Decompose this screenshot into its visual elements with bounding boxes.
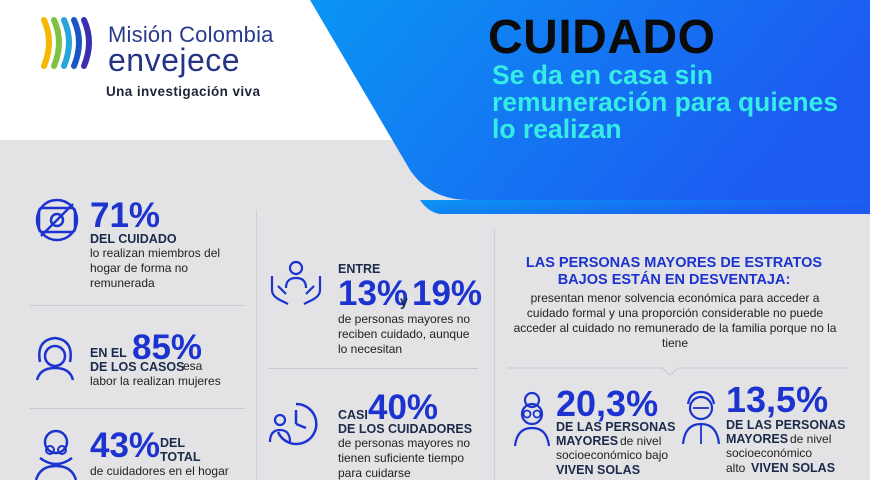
- stat-40-pre: CASI: [338, 408, 368, 422]
- stat-13-5-line-3: socioeconómico: [726, 446, 813, 460]
- stat-20-label-1: DE LAS PERSONAS: [556, 420, 676, 434]
- divider: [30, 408, 245, 409]
- disadvantage-body: presentan menor solvencia económica para…: [513, 291, 837, 350]
- stat-13-19-joiner: y: [400, 293, 408, 309]
- stat-85-text: labor la realizan mujeres: [90, 374, 221, 388]
- stat-71-value: 71%: [90, 196, 161, 235]
- stat-13-5-label-2: MAYORES: [726, 432, 789, 446]
- stat-13-5-label-1: DE LAS PERSONAS: [726, 418, 846, 432]
- stat-40-text: de personas mayores no tienen suficiente…: [338, 436, 471, 480]
- elderly-man-icon: [681, 390, 721, 444]
- stat-71-text: lo realizan miembros del hogar de forma …: [90, 246, 221, 290]
- elderly-person-icon: [34, 429, 78, 480]
- stat-85-inline: esa: [183, 359, 203, 373]
- stat-13-5-value: 13,5%: [726, 379, 829, 420]
- stat-13-5-tail: de nivel: [790, 432, 832, 446]
- caring-hands-icon: [270, 260, 322, 305]
- elderly-woman-icon: [513, 391, 551, 446]
- stat-13-5-line-4b: VIVEN SOLAS: [751, 461, 836, 475]
- stat-20-line-3: socioeconómico bajo: [556, 448, 669, 462]
- stat-43-value: 43%: [90, 426, 161, 465]
- stat-85-label: DE LOS CASOS: [90, 360, 185, 374]
- stat-43-label: DEL TOTAL: [160, 436, 201, 464]
- pointer-divider: [508, 367, 848, 376]
- stat-13-value: 13%: [338, 274, 409, 313]
- divider: [30, 305, 245, 306]
- logo-tagline: Una investigación viva: [106, 84, 261, 99]
- stat-85-pre: EN EL: [90, 346, 127, 360]
- page-title: CUIDADO: [488, 11, 716, 64]
- stat-71-label: DEL CUIDADO: [90, 232, 177, 246]
- column-divider: [494, 228, 495, 480]
- disadvantage-heading: LAS PERSONAS MAYORES DE ESTRATOS BAJOS E…: [525, 255, 823, 288]
- divider: [268, 368, 478, 369]
- page-subtitle: Se da en casa sin remuneración para quie…: [492, 60, 839, 144]
- clock-person-icon: [268, 402, 318, 446]
- stat-20-line-4: VIVEN SOLAS: [556, 463, 641, 477]
- stat-13-19-pre: ENTRE: [338, 262, 381, 276]
- stat-13-19-text: de personas mayores no reciben cuidado, …: [338, 312, 471, 356]
- stat-85-value: 85%: [132, 328, 203, 367]
- logo-line-2: envejece: [108, 42, 241, 78]
- stat-20-label-2: MAYORES: [556, 434, 619, 448]
- stat-43-text: de cuidadores en el hogar: [90, 464, 229, 478]
- stat-13-5-line-4a: alto: [726, 461, 746, 475]
- logo-mark-icon: [41, 17, 92, 69]
- stat-40-label: DE LOS CUIDADORES: [338, 422, 473, 436]
- woman-icon: [35, 336, 75, 381]
- logo-line-1: Misión Colombia: [108, 22, 274, 47]
- stat-40-value: 40%: [368, 388, 439, 427]
- stat-20-tail: de nivel: [620, 434, 662, 448]
- stat-20-value: 20,3%: [556, 383, 659, 424]
- column-divider: [256, 210, 257, 480]
- stat-19-value: 19%: [412, 274, 483, 313]
- logo: Misión Colombia envejece Una investigaci…: [40, 12, 320, 99]
- no-money-icon: [35, 198, 79, 242]
